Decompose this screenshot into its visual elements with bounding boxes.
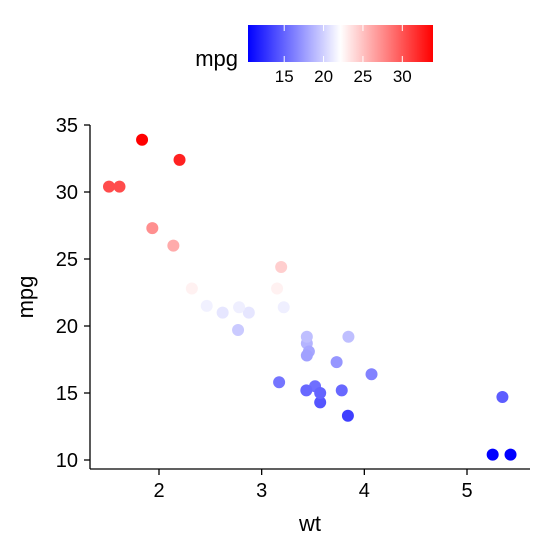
legend-tick-label: 15 [275, 67, 294, 86]
x-tick-label: 3 [256, 480, 267, 502]
y-axis-title: mpg [13, 276, 38, 319]
data-point [271, 282, 284, 295]
data-point [504, 448, 517, 461]
legend-title: mpg [195, 46, 238, 71]
data-point [300, 330, 313, 343]
data-point [173, 153, 186, 166]
data-point [233, 301, 246, 314]
data-point [232, 324, 245, 337]
data-point [103, 180, 116, 193]
y-tick-label: 25 [56, 249, 78, 271]
data-point [275, 261, 288, 274]
colorbar [248, 25, 433, 62]
data-point [242, 306, 255, 319]
data-point [277, 301, 290, 314]
x-tick-label: 5 [461, 480, 472, 502]
data-point [185, 282, 198, 295]
data-point [273, 376, 286, 389]
y-tick-label: 10 [56, 450, 78, 472]
legend-tick-label: 20 [314, 67, 333, 86]
data-point [314, 396, 327, 409]
data-point [300, 349, 313, 362]
data-point [330, 356, 343, 369]
data-point [335, 384, 348, 397]
data-point [300, 384, 313, 397]
color-legend: mpg 15 20 25 30 [195, 25, 433, 86]
data-point [146, 222, 159, 235]
data-point [167, 239, 180, 252]
legend-tick-label: 25 [353, 67, 372, 86]
data-point [341, 409, 354, 422]
y-tick-label: 20 [56, 316, 78, 338]
data-point [365, 368, 378, 381]
y-tick-label: 30 [56, 182, 78, 204]
x-tick-label: 2 [153, 480, 164, 502]
x-axis-title: wt [298, 511, 321, 536]
axes: 2 3 4 5 10 15 20 25 30 35 [56, 115, 530, 502]
y-tick-label: 15 [56, 383, 78, 405]
data-point [342, 330, 355, 343]
data-point [314, 387, 327, 399]
data-point [136, 133, 149, 146]
y-tick-label: 35 [56, 115, 78, 137]
data-point [113, 180, 126, 193]
data-point [216, 306, 229, 319]
x-tick-label: 4 [359, 480, 370, 502]
data-point [486, 448, 499, 461]
data-point [496, 391, 509, 404]
legend-tick-label: 30 [393, 67, 412, 86]
data-points [103, 133, 517, 461]
data-point [200, 299, 213, 312]
